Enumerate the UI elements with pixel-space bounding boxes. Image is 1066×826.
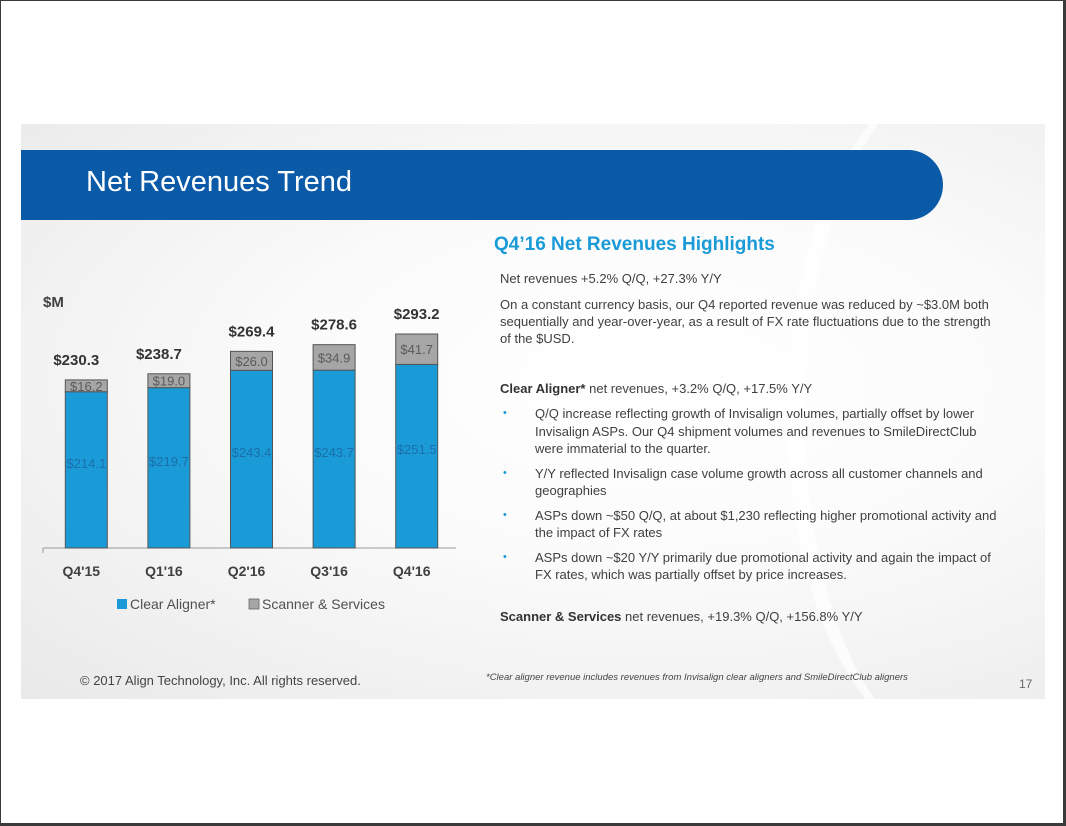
revenue-chart: $M $214.1 $16.2 $230.3 Q4'15 $219.7 $19.0 $238.… [42, 294, 456, 612]
bar-scanner-services [64, 379, 108, 393]
data-label-clear-aligner: $219.7 [149, 454, 189, 469]
data-label-total: $230.3 [53, 352, 99, 369]
data-label-clear-aligner: $214.1 [66, 456, 106, 471]
copyright-footer: © 2017 Align Technology, Inc. All rights… [80, 673, 361, 688]
bar-clear-aligner [395, 363, 439, 549]
scanner-summary: Scanner & Services net revenues, +19.3% … [500, 608, 1004, 625]
data-label-total: $293.2 [394, 306, 440, 323]
bar-clear-aligner [64, 391, 108, 549]
data-label-total: $269.4 [229, 323, 276, 340]
clear-aligner-label: Clear Aligner* [500, 381, 586, 396]
highlights-panel: Q4’16 Net Revenues Highlights Net revenu… [494, 234, 1004, 625]
list-item: • ASPs down ~$50 Q/Q, at about $1,230 ref… [503, 507, 997, 541]
legend-swatch-scanner-services [248, 598, 260, 610]
x-tick-label: Q2'16 [228, 563, 266, 579]
bar-clear-aligner [147, 387, 191, 549]
title-banner: Net Revenues Trend [21, 150, 943, 220]
clear-aligner-summary: Clear Aligner* net revenues, +3.2% Q/Q, … [500, 380, 1004, 397]
data-label-scanner-services: $34.9 [318, 350, 351, 365]
bullet-icon: • [503, 550, 507, 563]
slide: Net Revenues Trend $M $214.1 $16.2 $230.3 Q4… [21, 124, 1045, 699]
slide-title: Net Revenues Trend [86, 166, 352, 198]
scanner-rest: net revenues, +19.3% Q/Q, +156.8% Y/Y [621, 608, 863, 624]
legend-label-clear-aligner: Clear Aligner* [130, 596, 216, 612]
bar-clear-aligner [312, 369, 356, 549]
bullet-icon: • [503, 508, 507, 521]
legend-swatch-clear-aligner [117, 599, 127, 609]
unit-label: $M [43, 294, 64, 311]
data-label-clear-aligner: $243.7 [314, 445, 354, 460]
x-tick-label: Q3'16 [310, 563, 348, 579]
x-tick-label: Q1'16 [145, 563, 183, 579]
page-number: 17 [1019, 677, 1033, 691]
data-label-scanner-services: $26.0 [235, 354, 268, 369]
clear-aligner-bullets: • Q/Q increase reflecting growth of Invis… [500, 405, 1004, 584]
data-label-total: $278.6 [311, 317, 357, 334]
bar-clear-aligner [230, 369, 273, 549]
legend-label-scanner-services: Scanner & Services [262, 596, 385, 612]
data-label-clear-aligner: $251.5 [397, 442, 437, 457]
data-label-scanner-services: $16.2 [70, 379, 103, 394]
x-tick-label: Q4'16 [393, 563, 431, 579]
bar-scanner-services [230, 350, 273, 371]
highlight-line-2: On a constant currency basis, our Q4 rep… [500, 297, 991, 346]
clear-aligner-rest: net revenues, +3.2% Q/Q, +17.5% Y/Y [585, 381, 813, 396]
highlights-heading: Q4’16 Net Revenues Highlights [494, 234, 775, 255]
data-label-clear-aligner: $243.4 [232, 445, 272, 460]
highlight-line-1: Net revenues +5.2% Q/Q, +27.3% Y/Y [500, 271, 722, 286]
footnote: *Clear aligner revenue includes revenues… [486, 672, 908, 683]
list-item: • Q/Q increase reflecting growth of Invis… [503, 406, 977, 456]
list-item: • Y/Y reflected Invisalign case volume gr… [503, 465, 983, 499]
scanner-label: Scanner & Services [500, 608, 622, 624]
data-label-scanner-services: $19.0 [153, 374, 186, 389]
data-label-scanner-services: $41.7 [400, 342, 433, 357]
list-item: • ASPs down ~$20 Y/Y primarily due promot… [503, 549, 991, 583]
bullet-icon: • [503, 407, 507, 419]
bullet-icon: • [503, 466, 507, 479]
bar-scanner-services [395, 333, 439, 365]
data-label-total: $238.7 [136, 346, 182, 363]
x-tick-label: Q4'15 [63, 563, 101, 579]
bar-scanner-services [147, 373, 191, 389]
bar-scanner-services [312, 344, 356, 371]
